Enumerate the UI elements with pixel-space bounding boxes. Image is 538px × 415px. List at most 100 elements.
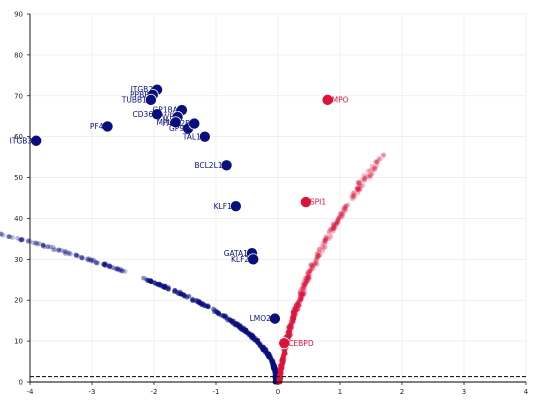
background-point-up (303, 281, 309, 286)
background-point-down (230, 319, 236, 324)
background-point-down (0, 231, 1, 236)
gene-label-itgb3: ITGB3 (10, 136, 33, 145)
background-point-down (25, 238, 31, 243)
background-point-down (118, 268, 124, 274)
background-point-up (341, 209, 347, 215)
background-point-up (303, 275, 309, 281)
background-point-down (107, 263, 112, 269)
background-point-down (110, 265, 116, 271)
background-point-up (298, 286, 304, 292)
background-point-up (343, 207, 349, 213)
background-point-up (376, 156, 382, 161)
grid-layer (29, 13, 527, 383)
background-point-up (331, 226, 336, 231)
background-point-down (63, 251, 68, 257)
background-point-down (119, 268, 125, 274)
background-point-up (304, 271, 310, 277)
background-point-down (118, 266, 124, 272)
background-point-up (287, 329, 293, 334)
background-point-up (321, 237, 327, 243)
background-point-up (354, 185, 360, 191)
gene-point-pf4 (101, 120, 114, 133)
background-point-down (90, 258, 96, 264)
background-point-up (332, 225, 338, 231)
background-point-up (340, 211, 346, 217)
background-point-down (120, 268, 125, 274)
gene-label-spi1: SPI1 (310, 198, 326, 207)
background-point-up (374, 158, 380, 164)
background-point-up (367, 168, 373, 173)
background-point-up (322, 241, 328, 247)
background-point-up (317, 252, 323, 257)
background-point-up (351, 190, 357, 196)
gene-point-tal1 (198, 130, 211, 143)
background-point-up (308, 267, 314, 273)
background-point-up (350, 193, 356, 199)
background-point-up (301, 279, 307, 284)
background-point-up (364, 173, 370, 179)
background-point-up (323, 234, 329, 239)
x-tick-label: 3 (462, 388, 466, 396)
background-point-up (340, 208, 346, 214)
y-tick-label: 70 (14, 92, 23, 100)
gene-label-lmo2: LMO2 (250, 314, 272, 323)
background-point-up (356, 180, 362, 186)
y-tick-label: 10 (14, 338, 23, 346)
background-point-up (338, 210, 344, 216)
gene-label-itga2b: ITGA2B (163, 119, 191, 128)
background-point-up (303, 279, 309, 284)
background-point-down (109, 265, 115, 271)
background-point-up (323, 239, 328, 245)
background-point-down (56, 247, 62, 253)
y-tick-label: 60 (14, 133, 23, 141)
background-point-up (342, 206, 348, 212)
background-point-up (381, 152, 386, 158)
background-point-up (290, 319, 296, 325)
background-point-down (18, 237, 24, 243)
background-point-up (287, 323, 293, 328)
background-point-up (372, 164, 377, 170)
background-point-down (59, 248, 64, 253)
background-point-up (356, 182, 362, 187)
background-point-down (0, 231, 4, 237)
background-point-up (278, 371, 284, 377)
background-point-up (369, 163, 375, 169)
background-point-up (301, 281, 307, 287)
gene-label-klf2: KLF2 (231, 255, 249, 264)
gene-label-tubb1: TUBB1 (121, 95, 147, 104)
background-point-up (290, 309, 296, 315)
background-point-up (295, 300, 301, 306)
background-point-up (300, 288, 306, 294)
background-point-down (91, 257, 97, 263)
background-point-up (330, 221, 336, 227)
background-point-down (250, 334, 256, 340)
background-point-up (323, 236, 329, 242)
background-point-up (326, 230, 332, 236)
background-point-up (314, 254, 320, 260)
background-point-up (280, 355, 286, 361)
background-point-down (20, 237, 26, 242)
background-point-up (335, 219, 341, 224)
background-point-up (306, 275, 311, 281)
background-point-up (340, 205, 346, 211)
background-point-down (88, 257, 93, 263)
background-point-up (338, 214, 344, 220)
background-point-up (356, 180, 361, 186)
background-point-up (330, 227, 335, 232)
background-point-up (314, 254, 320, 260)
background-point-down (89, 257, 95, 263)
background-point-down (102, 261, 107, 267)
background-point-down (201, 303, 207, 309)
background-point-down (93, 260, 99, 266)
background-point-up (362, 176, 368, 182)
background-point-up (304, 275, 310, 281)
gene-label-itgb2: ITGB2 (131, 85, 154, 94)
background-point-up (322, 244, 328, 250)
background-point-down (50, 244, 56, 250)
background-point-up (307, 268, 313, 274)
background-point-up (290, 312, 296, 318)
background-point-up (321, 245, 326, 251)
x-tick-label: -3 (89, 388, 96, 396)
background-point-up (367, 174, 373, 180)
background-point-up (362, 176, 368, 181)
